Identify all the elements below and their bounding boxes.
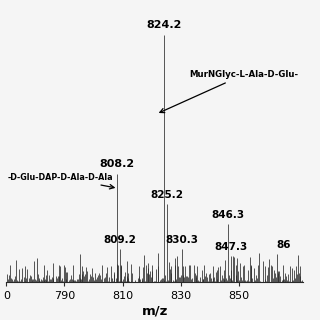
Text: 830.3: 830.3 bbox=[165, 235, 198, 244]
X-axis label: m/z: m/z bbox=[141, 304, 168, 317]
Text: 809.2: 809.2 bbox=[104, 235, 137, 244]
Text: 847.3: 847.3 bbox=[214, 242, 248, 252]
Text: -D-Glu-DAP-D-Ala-D-Ala: -D-Glu-DAP-D-Ala-D-Ala bbox=[8, 173, 114, 189]
Text: 824.2: 824.2 bbox=[146, 20, 181, 30]
Text: 86: 86 bbox=[277, 239, 291, 250]
Text: 825.2: 825.2 bbox=[150, 190, 183, 200]
Text: 808.2: 808.2 bbox=[100, 159, 135, 169]
Text: 846.3: 846.3 bbox=[212, 210, 245, 220]
Text: MurNGlyc-L-Ala-D-Glu-: MurNGlyc-L-Ala-D-Glu- bbox=[160, 70, 299, 113]
